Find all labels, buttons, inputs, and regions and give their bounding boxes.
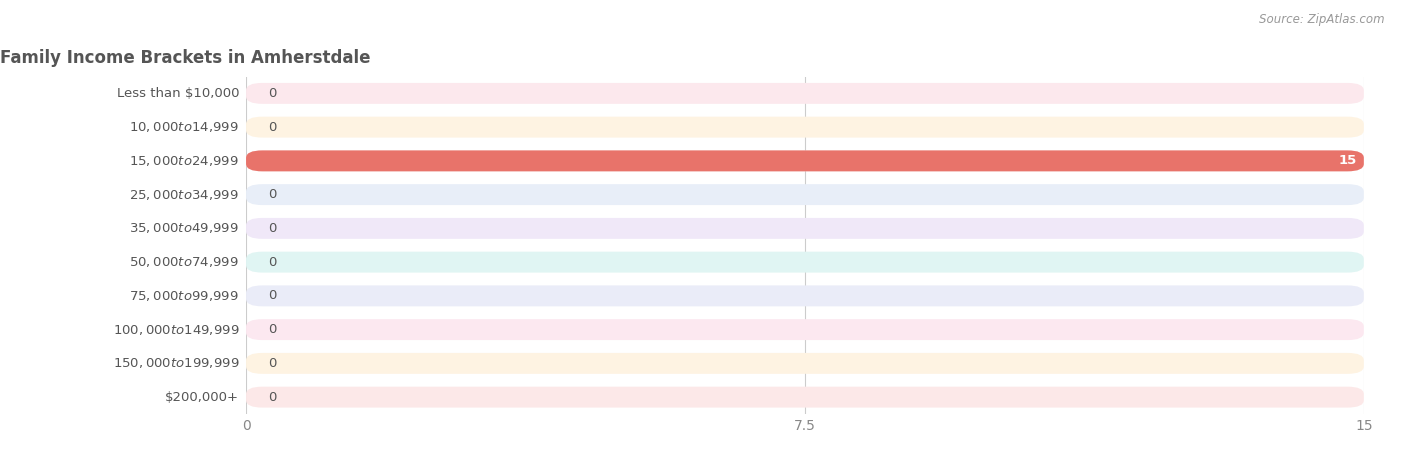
Text: $25,000 to $34,999: $25,000 to $34,999 (129, 188, 239, 202)
Text: 0: 0 (269, 188, 277, 201)
Text: $35,000 to $49,999: $35,000 to $49,999 (129, 221, 239, 235)
FancyBboxPatch shape (246, 150, 1364, 171)
FancyBboxPatch shape (246, 353, 1364, 374)
Text: 0: 0 (269, 87, 277, 100)
FancyBboxPatch shape (246, 184, 1364, 205)
FancyBboxPatch shape (246, 252, 1364, 273)
Text: Less than $10,000: Less than $10,000 (117, 87, 239, 100)
Text: 0: 0 (269, 323, 277, 336)
FancyBboxPatch shape (246, 117, 1364, 138)
Text: $15,000 to $24,999: $15,000 to $24,999 (129, 154, 239, 168)
Text: $150,000 to $199,999: $150,000 to $199,999 (112, 356, 239, 370)
Text: 0: 0 (269, 391, 277, 404)
Text: 0: 0 (269, 357, 277, 370)
Text: Source: ZipAtlas.com: Source: ZipAtlas.com (1260, 14, 1385, 27)
Text: Family Income Brackets in Amherstdale: Family Income Brackets in Amherstdale (0, 49, 371, 67)
Text: 0: 0 (269, 222, 277, 235)
FancyBboxPatch shape (246, 83, 1364, 104)
Text: $100,000 to $149,999: $100,000 to $149,999 (112, 323, 239, 337)
Text: 0: 0 (269, 121, 277, 134)
Text: $75,000 to $99,999: $75,000 to $99,999 (129, 289, 239, 303)
Text: $50,000 to $74,999: $50,000 to $74,999 (129, 255, 239, 269)
Text: 0: 0 (269, 256, 277, 269)
FancyBboxPatch shape (246, 218, 1364, 239)
FancyBboxPatch shape (246, 319, 1364, 340)
FancyBboxPatch shape (246, 285, 1364, 306)
Text: 15: 15 (1339, 154, 1357, 167)
FancyBboxPatch shape (246, 387, 1364, 408)
FancyBboxPatch shape (246, 150, 1364, 171)
Text: $200,000+: $200,000+ (165, 391, 239, 404)
Text: 0: 0 (269, 289, 277, 302)
Text: $10,000 to $14,999: $10,000 to $14,999 (129, 120, 239, 134)
